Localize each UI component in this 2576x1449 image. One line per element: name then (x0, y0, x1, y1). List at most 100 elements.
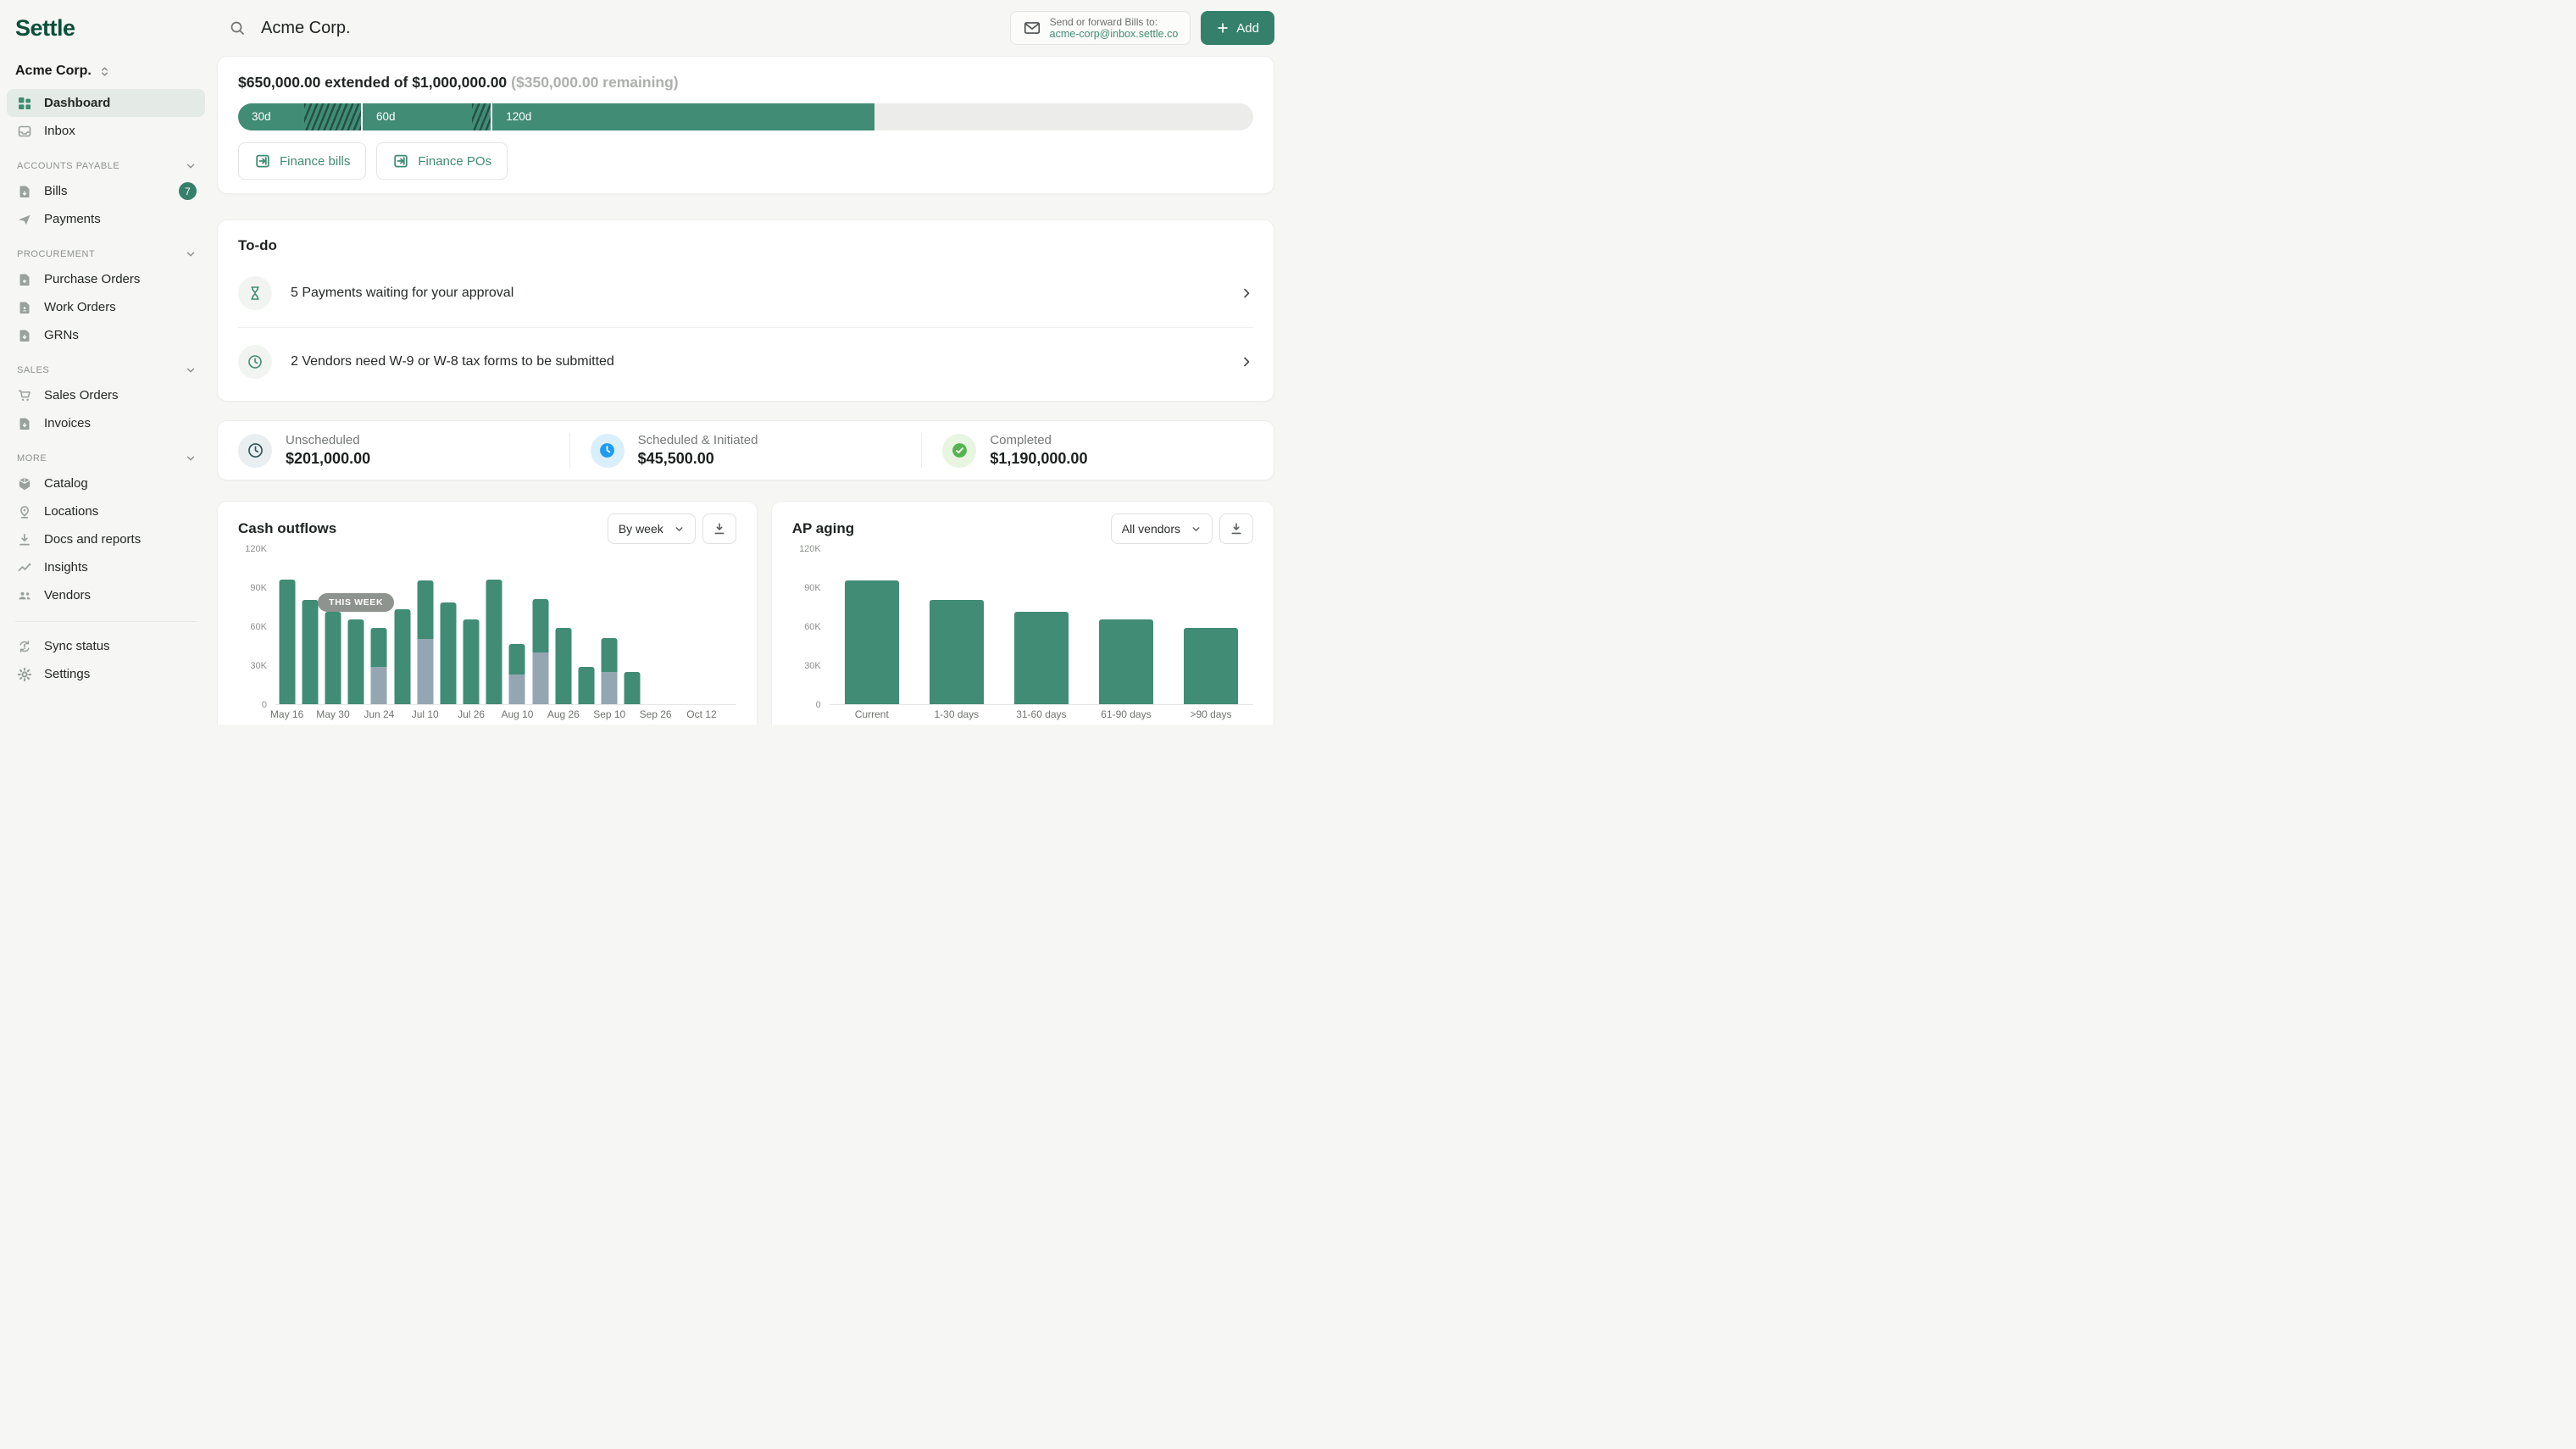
bar-paid-segment (440, 602, 457, 704)
sidebar-item-label: Catalog (44, 476, 88, 491)
sidebar-item-locations[interactable]: Locations (7, 497, 205, 525)
vendors-select[interactable]: All vendors (1110, 514, 1213, 544)
chevron-down-icon (185, 248, 197, 260)
download-button[interactable] (1219, 514, 1253, 544)
sidebar-item-sync-status[interactable]: Sync status (7, 632, 205, 660)
section-header-accounts-payable[interactable]: ACCOUNTS PAYABLE (17, 160, 197, 172)
sidebar-item-catalog[interactable]: Catalog (7, 469, 205, 497)
locations-icon (17, 504, 32, 519)
credit-headline: $650,000.00 extended of $1,000,000.00 ($3… (238, 74, 679, 91)
credit-actions: Finance bills Finance POs (238, 142, 1253, 180)
bar-paid-segment (929, 600, 984, 704)
bar-paid-segment (394, 609, 411, 704)
chevron-right-icon[interactable] (1240, 286, 1253, 300)
bar (508, 644, 525, 704)
credit-segment-120d: 120d (491, 103, 875, 130)
stat-value: $201,000.00 (286, 450, 371, 467)
sidebar-item-label: Locations (44, 504, 99, 519)
x-tick-label: 61-90 days (1101, 708, 1152, 720)
y-tick: 0 (261, 700, 267, 710)
y-tick: 30K (250, 661, 267, 671)
bar (1183, 627, 1238, 704)
credit-card: $650,000.00 extended of $1,000,000.00 ($3… (217, 56, 1274, 194)
finance-bills-button[interactable]: Finance bills (238, 142, 367, 180)
download-icon (1231, 523, 1241, 535)
credit-segment-30d: 30d (238, 103, 304, 130)
work-orders-icon (17, 300, 32, 315)
company-switcher[interactable]: Acme Corp. (15, 64, 197, 79)
sidebar-item-invoices[interactable]: Invoices (7, 409, 205, 437)
stat-icon-circle (238, 433, 272, 468)
sidebar-item-dashboard[interactable]: Dashboard (7, 89, 205, 117)
search-icon[interactable] (229, 19, 246, 36)
vendors-icon (17, 588, 32, 603)
grns-icon (17, 328, 32, 343)
mail-icon (1023, 19, 1041, 37)
plus-icon (1216, 21, 1230, 35)
clock-outline-icon (247, 441, 264, 459)
chevron-right-icon[interactable] (1240, 355, 1253, 369)
sidebar-item-inbox[interactable]: Inbox (7, 117, 205, 145)
sidebar-item-label: Purchase Orders (44, 272, 141, 286)
stat-value: $1,190,000.00 (990, 450, 1088, 467)
credit-segment-hatch (303, 103, 361, 130)
sidebar-item-vendors[interactable]: Vendors (7, 581, 205, 609)
sidebar: Settle Acme Corp. Dashboard Inbox ACCOUN… (0, 0, 212, 724)
sidebar-item-purchase-orders[interactable]: Purchase Orders (7, 265, 205, 293)
section-header-procurement[interactable]: PROCUREMENT (17, 248, 197, 260)
sidebar-item-label: Sales Orders (44, 388, 119, 402)
bar-scheduled-segment (417, 639, 434, 704)
add-button[interactable]: Add (1201, 11, 1274, 45)
download-button[interactable] (702, 514, 736, 544)
bar (302, 600, 319, 704)
bar-paid-segment (486, 579, 502, 704)
bar-paid-segment (1098, 619, 1153, 704)
period-select[interactable]: By week (607, 514, 696, 544)
section-header-more[interactable]: MORE (17, 452, 197, 464)
x-tick-label: Current (854, 708, 889, 720)
sidebar-item-insights[interactable]: Insights (7, 553, 205, 581)
sidebar-item-docs-and-reports[interactable]: Docs and reports (7, 525, 205, 553)
finance-pos-button[interactable]: Finance POs (376, 142, 508, 180)
this-week-annotation: THIS WEEK (318, 593, 395, 612)
x-tick-label: Sep 10 (593, 708, 626, 720)
page-title: Acme Corp. (261, 18, 351, 37)
x-tick-label: Sep 26 (639, 708, 672, 720)
x-tick-label: 31-60 days (1016, 708, 1067, 720)
bills-inbox-box[interactable]: Send or forward Bills to: acme-corp@inbo… (1009, 11, 1191, 45)
x-axis-line (275, 704, 736, 705)
settle-logo: Settle (15, 15, 75, 41)
stat-icon-circle (590, 433, 625, 468)
bar (601, 637, 618, 704)
stat-value: $45,500.00 (637, 450, 714, 467)
bar-paid-segment (325, 612, 341, 704)
sidebar-item-grns[interactable]: GRNs (7, 321, 205, 349)
bar (578, 666, 595, 704)
sidebar-item-label: Sync status (44, 639, 110, 653)
todo-item[interactable]: 2 Vendors need W-9 or W-8 tax forms to b… (238, 327, 1253, 396)
bar (929, 600, 984, 704)
topbar: Acme Corp. Send or forward Bills to: acm… (217, 0, 1274, 56)
sidebar-item-settings[interactable]: Settings (7, 660, 205, 688)
sidebar-item-payments[interactable]: Payments (7, 205, 205, 233)
y-tick: 60K (250, 622, 267, 632)
x-tick-label: Oct 12 (686, 708, 717, 720)
sidebar-nav: Dashboard Inbox ACCOUNTS PAYABLE Bills 7… (7, 89, 205, 609)
todo-item[interactable]: 5 Payments waiting for your approval (238, 259, 1253, 327)
sidebar-item-label: Docs and reports (44, 532, 142, 547)
sidebar-item-bills[interactable]: Bills 7 (7, 177, 205, 205)
bills-inbox-email[interactable]: acme-corp@inbox.settle.co (1049, 27, 1179, 40)
sidebar-item-label: Bills (44, 184, 68, 198)
stat-label: Unscheduled (286, 433, 360, 447)
bar-paid-segment (532, 598, 549, 652)
sidebar-item-work-orders[interactable]: Work Orders (7, 293, 205, 321)
y-tick: 30K (804, 661, 821, 671)
bar-paid-segment (1013, 612, 1069, 704)
inbox-icon (17, 124, 32, 139)
section-header-sales[interactable]: SALES (17, 364, 197, 376)
bar (1013, 612, 1069, 704)
chevron-down-icon (675, 526, 683, 531)
section-title: ACCOUNTS PAYABLE (17, 161, 120, 171)
sidebar-item-sales-orders[interactable]: Sales Orders (7, 381, 205, 409)
bar-paid-segment (578, 666, 595, 704)
